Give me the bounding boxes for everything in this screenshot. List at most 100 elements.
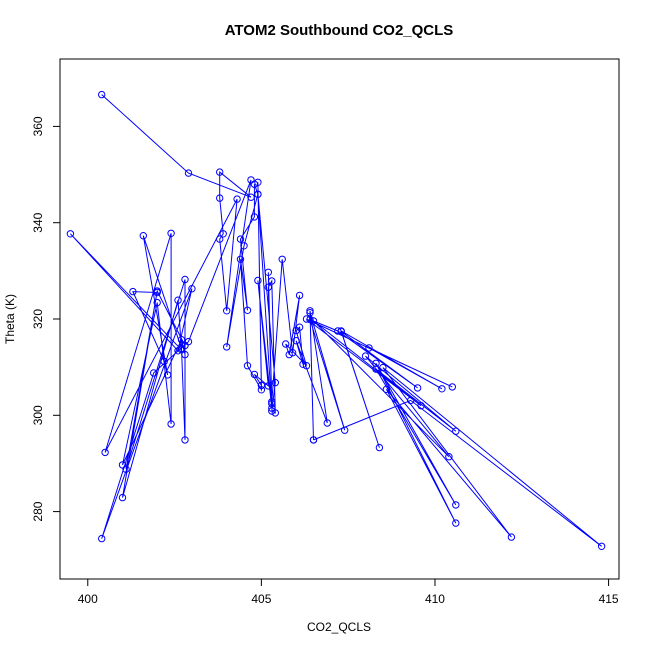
data-point: [375, 443, 384, 452]
data-point: [268, 398, 276, 406]
data-point: [177, 346, 186, 354]
data-point: [98, 90, 106, 99]
data-point: [295, 323, 304, 331]
y-tick-label: 340: [31, 212, 45, 232]
y-tick-label: 360: [31, 116, 45, 136]
data-point: [223, 343, 231, 351]
data-point: [181, 275, 189, 284]
data-point: [174, 296, 182, 304]
data-point: [257, 386, 266, 394]
data-point: [184, 169, 193, 177]
data-point: [365, 344, 373, 352]
data-point: [282, 340, 290, 348]
data-point: [118, 493, 127, 502]
data-point: [243, 306, 252, 314]
data-point: [236, 255, 245, 263]
data-point: [257, 381, 266, 390]
x-tick-label: 400: [78, 592, 98, 606]
data-point: [250, 180, 259, 188]
data-point: [216, 168, 224, 176]
data-point: [254, 190, 262, 199]
data-point: [163, 371, 172, 379]
data-point: [250, 370, 259, 379]
y-axis: 280 300 320 340 360: [31, 116, 60, 522]
y-tick-label: 300: [31, 405, 45, 425]
x-axis: 400 405 410 415: [78, 579, 619, 606]
data-point: [153, 287, 161, 295]
data-point: [98, 534, 106, 543]
data-point: [216, 194, 224, 202]
data-point: [597, 542, 606, 550]
data-point: [101, 448, 109, 457]
data-point: [271, 378, 279, 387]
data-point: [306, 315, 314, 324]
data-point: [129, 287, 137, 296]
data-point: [223, 307, 231, 315]
data-point: [264, 283, 272, 291]
data-point: [181, 436, 189, 444]
data-point: [452, 427, 460, 435]
data-point: [160, 357, 168, 366]
x-tick-label: 405: [251, 592, 271, 606]
data-point: [264, 268, 272, 276]
data-point: [417, 402, 425, 410]
data-point: [254, 276, 262, 285]
data-point: [139, 232, 148, 240]
data-point: [250, 213, 259, 221]
data-point: [285, 350, 293, 359]
data-point: [264, 382, 272, 390]
data-point: [302, 362, 311, 370]
data-point: [268, 277, 276, 285]
data-point: [184, 337, 193, 346]
data-point: [309, 436, 318, 444]
data-point: [153, 298, 161, 307]
chart-title: ATOM2 Southbound CO2_QCLS: [225, 22, 454, 39]
data-point: [302, 315, 311, 323]
data-point: [188, 285, 196, 293]
data-point: [413, 384, 422, 392]
data-point: [445, 453, 453, 461]
plot-frame: [59, 58, 620, 580]
data-point: [66, 230, 75, 238]
data-point: [122, 465, 130, 473]
data-point: [254, 178, 262, 187]
data-point: [334, 327, 342, 335]
data-point: [323, 419, 331, 427]
data-point: [268, 407, 276, 415]
data-point: [452, 519, 460, 527]
x-tick-label: 415: [599, 592, 619, 606]
data-point: [174, 347, 182, 355]
data-point: [292, 337, 300, 345]
data-point: [372, 365, 380, 373]
data-point: [341, 426, 349, 434]
data-point: [243, 362, 252, 370]
data-points: [66, 90, 606, 550]
data-point: [240, 242, 248, 250]
x-axis-label: CO2_QCLS: [307, 620, 371, 634]
data-point: [448, 383, 456, 391]
data-point: [299, 360, 307, 368]
data-point: [167, 420, 175, 428]
x-tick-label: 410: [425, 592, 445, 606]
data-point: [507, 533, 516, 541]
data-point: [278, 255, 286, 263]
data-point: [216, 235, 224, 243]
data-point: [219, 230, 227, 238]
data-point: [337, 327, 345, 335]
data-point: [452, 501, 460, 509]
data-point: [167, 229, 175, 238]
data-point: [306, 307, 314, 315]
data-point: [295, 291, 304, 300]
data-point: [177, 336, 186, 344]
data-point: [268, 400, 276, 408]
data-point: [309, 317, 318, 325]
y-axis-label: Theta (K): [3, 294, 17, 344]
data-point: [150, 369, 158, 377]
data-point: [361, 352, 370, 360]
data-point: [407, 396, 415, 405]
data-point: [379, 363, 387, 372]
data-point: [181, 350, 189, 359]
y-tick-label: 320: [31, 309, 45, 329]
data-point: [382, 385, 391, 393]
